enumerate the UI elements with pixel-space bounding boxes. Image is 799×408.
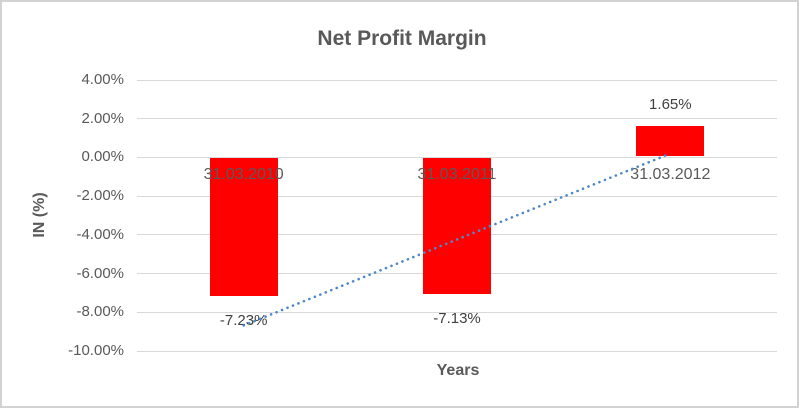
bar-31.03.2012[interactable] xyxy=(636,126,705,157)
data-label: -7.23% xyxy=(219,312,268,330)
y-tick-label: -10.00% xyxy=(68,342,124,359)
y-tick-label: -6.00% xyxy=(76,264,124,282)
y-tick-label: 2.00% xyxy=(81,109,124,127)
x-axis-title: Years xyxy=(436,362,480,379)
data-label: 1.65% xyxy=(649,96,692,114)
gridline xyxy=(137,350,777,352)
y-tick-label: -8.00% xyxy=(76,303,124,321)
y-tick-label: -2.00% xyxy=(76,187,124,205)
chart-title: Net Profit Margin xyxy=(317,27,487,50)
data-label: -7.13% xyxy=(433,310,481,328)
category-label: 31.03.2010 xyxy=(203,166,284,184)
y-tick-label: 0.00% xyxy=(81,148,124,166)
y-tick-label: 4.00% xyxy=(81,71,124,88)
y-tick-label: -4.00% xyxy=(76,225,124,243)
category-label: 31.03.2011 xyxy=(417,166,497,184)
gridline xyxy=(137,79,777,81)
category-label: 31.03.2012 xyxy=(630,166,711,184)
gridline xyxy=(137,118,777,120)
